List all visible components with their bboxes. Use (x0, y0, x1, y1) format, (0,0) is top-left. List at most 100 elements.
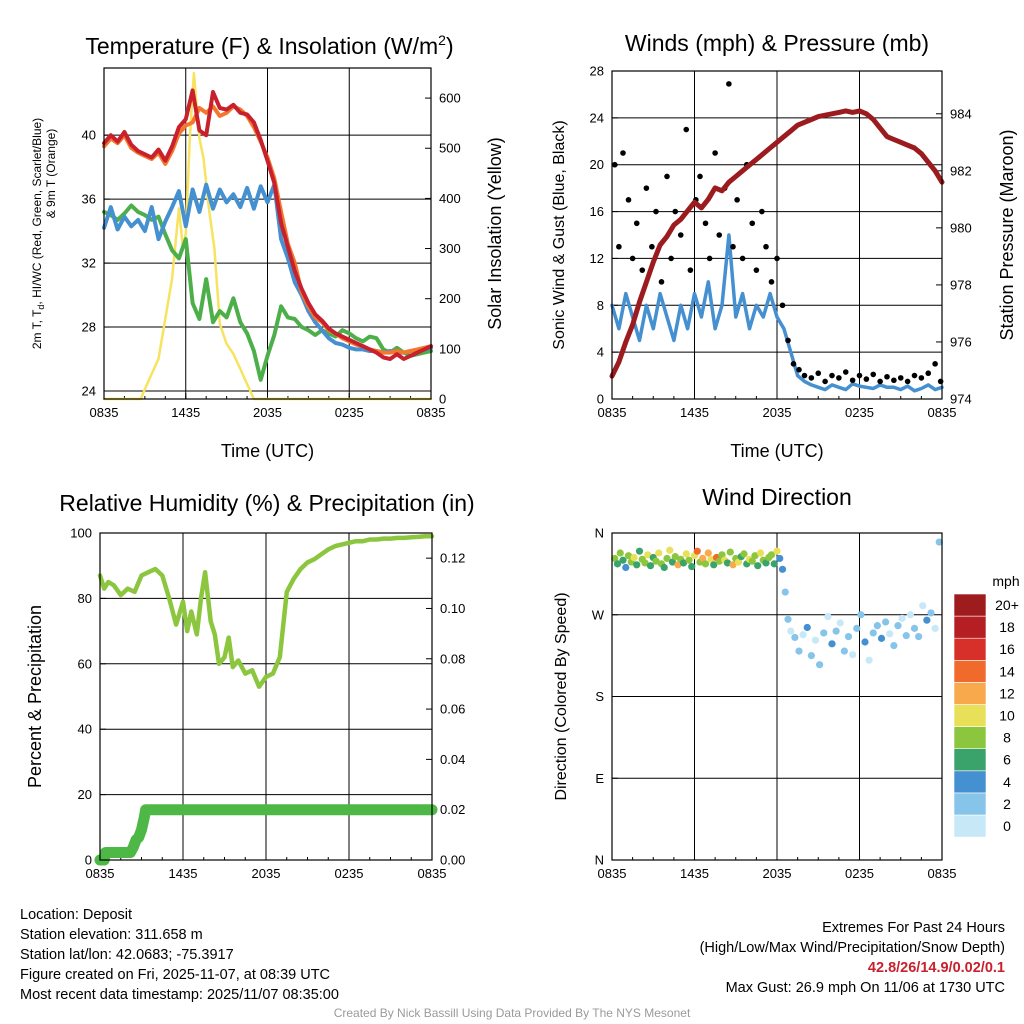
gust-point (870, 371, 877, 378)
wind-direction-point (671, 553, 679, 561)
station-info: Location: Deposit Station elevation: 311… (20, 905, 339, 1005)
gust-point (918, 375, 925, 381)
gust-point (877, 378, 883, 385)
wind-direction-point (844, 632, 853, 641)
y-axis-label: Direction (Colored By Speed) (553, 592, 570, 800)
plot-border (103, 67, 432, 400)
colorbar-cell (953, 814, 987, 838)
chart-title: Wind Direction (702, 484, 852, 510)
y2-tick-label: 400 (439, 191, 461, 206)
wind-direction-point (674, 561, 682, 569)
gust-point (779, 302, 786, 309)
y-tick-label: 80 (78, 591, 92, 606)
wind-direction-point (919, 602, 927, 610)
wind-direction-point (776, 554, 784, 563)
x-tick-label: 0835 (418, 866, 447, 881)
gust-point (932, 361, 938, 367)
gust-point (677, 232, 684, 238)
x-tick-label: 0835 (928, 405, 957, 420)
plot-border (611, 532, 943, 861)
wind-direction-point (803, 623, 811, 632)
y2-axis-label: Station Pressure (Maroon) (997, 129, 1017, 340)
gust-point (697, 173, 703, 180)
y2-tick-label: 978 (950, 277, 972, 292)
gust-point (911, 372, 918, 379)
y2-tick-label: 0.02 (440, 802, 465, 817)
y2-tick-label: 0.10 (440, 601, 465, 616)
wind-direction-point (894, 622, 902, 630)
gust-point (829, 372, 835, 379)
gust-point (730, 243, 736, 250)
y-tick-label: 0 (85, 853, 92, 868)
y-tick-label: 20 (590, 157, 604, 172)
x-tick-label: 0235 (335, 405, 364, 420)
gust-point (639, 267, 646, 273)
wind-direction-point (729, 561, 737, 569)
extremes-subtitle: (High/Low/Max Wind/Precipitation/Snow De… (699, 940, 1005, 956)
y-tick-label: 8 (597, 298, 604, 313)
x-tick-label: 0235 (845, 866, 874, 881)
wind-direction-point (927, 609, 935, 617)
gust-point (836, 375, 842, 381)
station-location: Location: Deposit (20, 907, 133, 923)
y2-tick-label: 200 (439, 291, 461, 306)
gust-point (884, 373, 890, 380)
colorbar-label: 18 (999, 619, 1015, 635)
wind-direction-point (699, 554, 707, 563)
gust-point (625, 197, 632, 203)
wind-direction-point (740, 550, 748, 558)
wind-direction-point (865, 656, 873, 664)
gust-point (649, 243, 655, 250)
wind-direction-point (668, 558, 677, 566)
relative-humidity-line (97, 534, 435, 689)
y2-tick-label: 100 (439, 341, 461, 356)
wind-direction-point (902, 632, 910, 640)
x-axis-label: Time (UTC) (221, 441, 314, 461)
gust-point (620, 150, 626, 156)
x-tick-label: 1435 (169, 866, 198, 881)
insolation-line (102, 71, 433, 401)
y-tick-label: 24 (82, 384, 96, 399)
x-tick-label: 0835 (598, 405, 627, 420)
dewpoint-line (102, 203, 433, 382)
colorbar-label: 8 (1003, 730, 1011, 746)
wind-direction-point (734, 558, 743, 566)
gust-point (774, 255, 780, 262)
wind-direction-point (770, 560, 778, 568)
x-tick-label: 1435 (680, 866, 709, 881)
y-tick-label: N (595, 853, 604, 868)
precipitation-line (94, 804, 438, 866)
wind-direction-point (799, 631, 807, 639)
gust-point (734, 197, 740, 203)
x-tick-label: 2035 (763, 866, 792, 881)
colorbar-cell (953, 682, 987, 705)
wind-direction-point (701, 560, 710, 568)
colorbar-label: 16 (999, 641, 1015, 657)
gust-point (668, 255, 674, 262)
wind-direction-point (644, 551, 652, 559)
chart-temperature: 0835 1435 2035 0235 083524283236400100200300… (30, 32, 505, 461)
y-tick-label: 20 (78, 787, 92, 802)
y-axis-label: Sonic Wind & Gust (Blue, Black) (551, 120, 568, 349)
wind-direction-point (915, 632, 923, 641)
y-axis-label: Percent & Precipitation (25, 605, 45, 788)
pressure-line (609, 108, 945, 379)
x-tick-label: 1435 (680, 405, 709, 420)
wind-direction-point (795, 647, 803, 655)
extremes-title: Extremes For Past 24 Hours (822, 920, 1005, 936)
wind-direction-point (635, 547, 644, 555)
wind-direction-point (807, 652, 815, 660)
wind-direction-point (726, 548, 734, 556)
colorbar: mph 0 2 4 6 8 10 12 14 16 18 20+ (953, 573, 1020, 838)
chart-title: Winds (mph) & Pressure (mb) (625, 30, 929, 56)
wind-direction-point (693, 547, 701, 555)
wind-direction-point (641, 559, 649, 567)
wind-direction-point (679, 559, 688, 567)
wind-direction-point (886, 630, 894, 638)
x-tick-label: 0835 (598, 866, 627, 881)
y2-tick-label: 0 (439, 392, 446, 407)
temp-2m-line (102, 88, 433, 361)
x-tick-label: 0835 (928, 866, 957, 881)
